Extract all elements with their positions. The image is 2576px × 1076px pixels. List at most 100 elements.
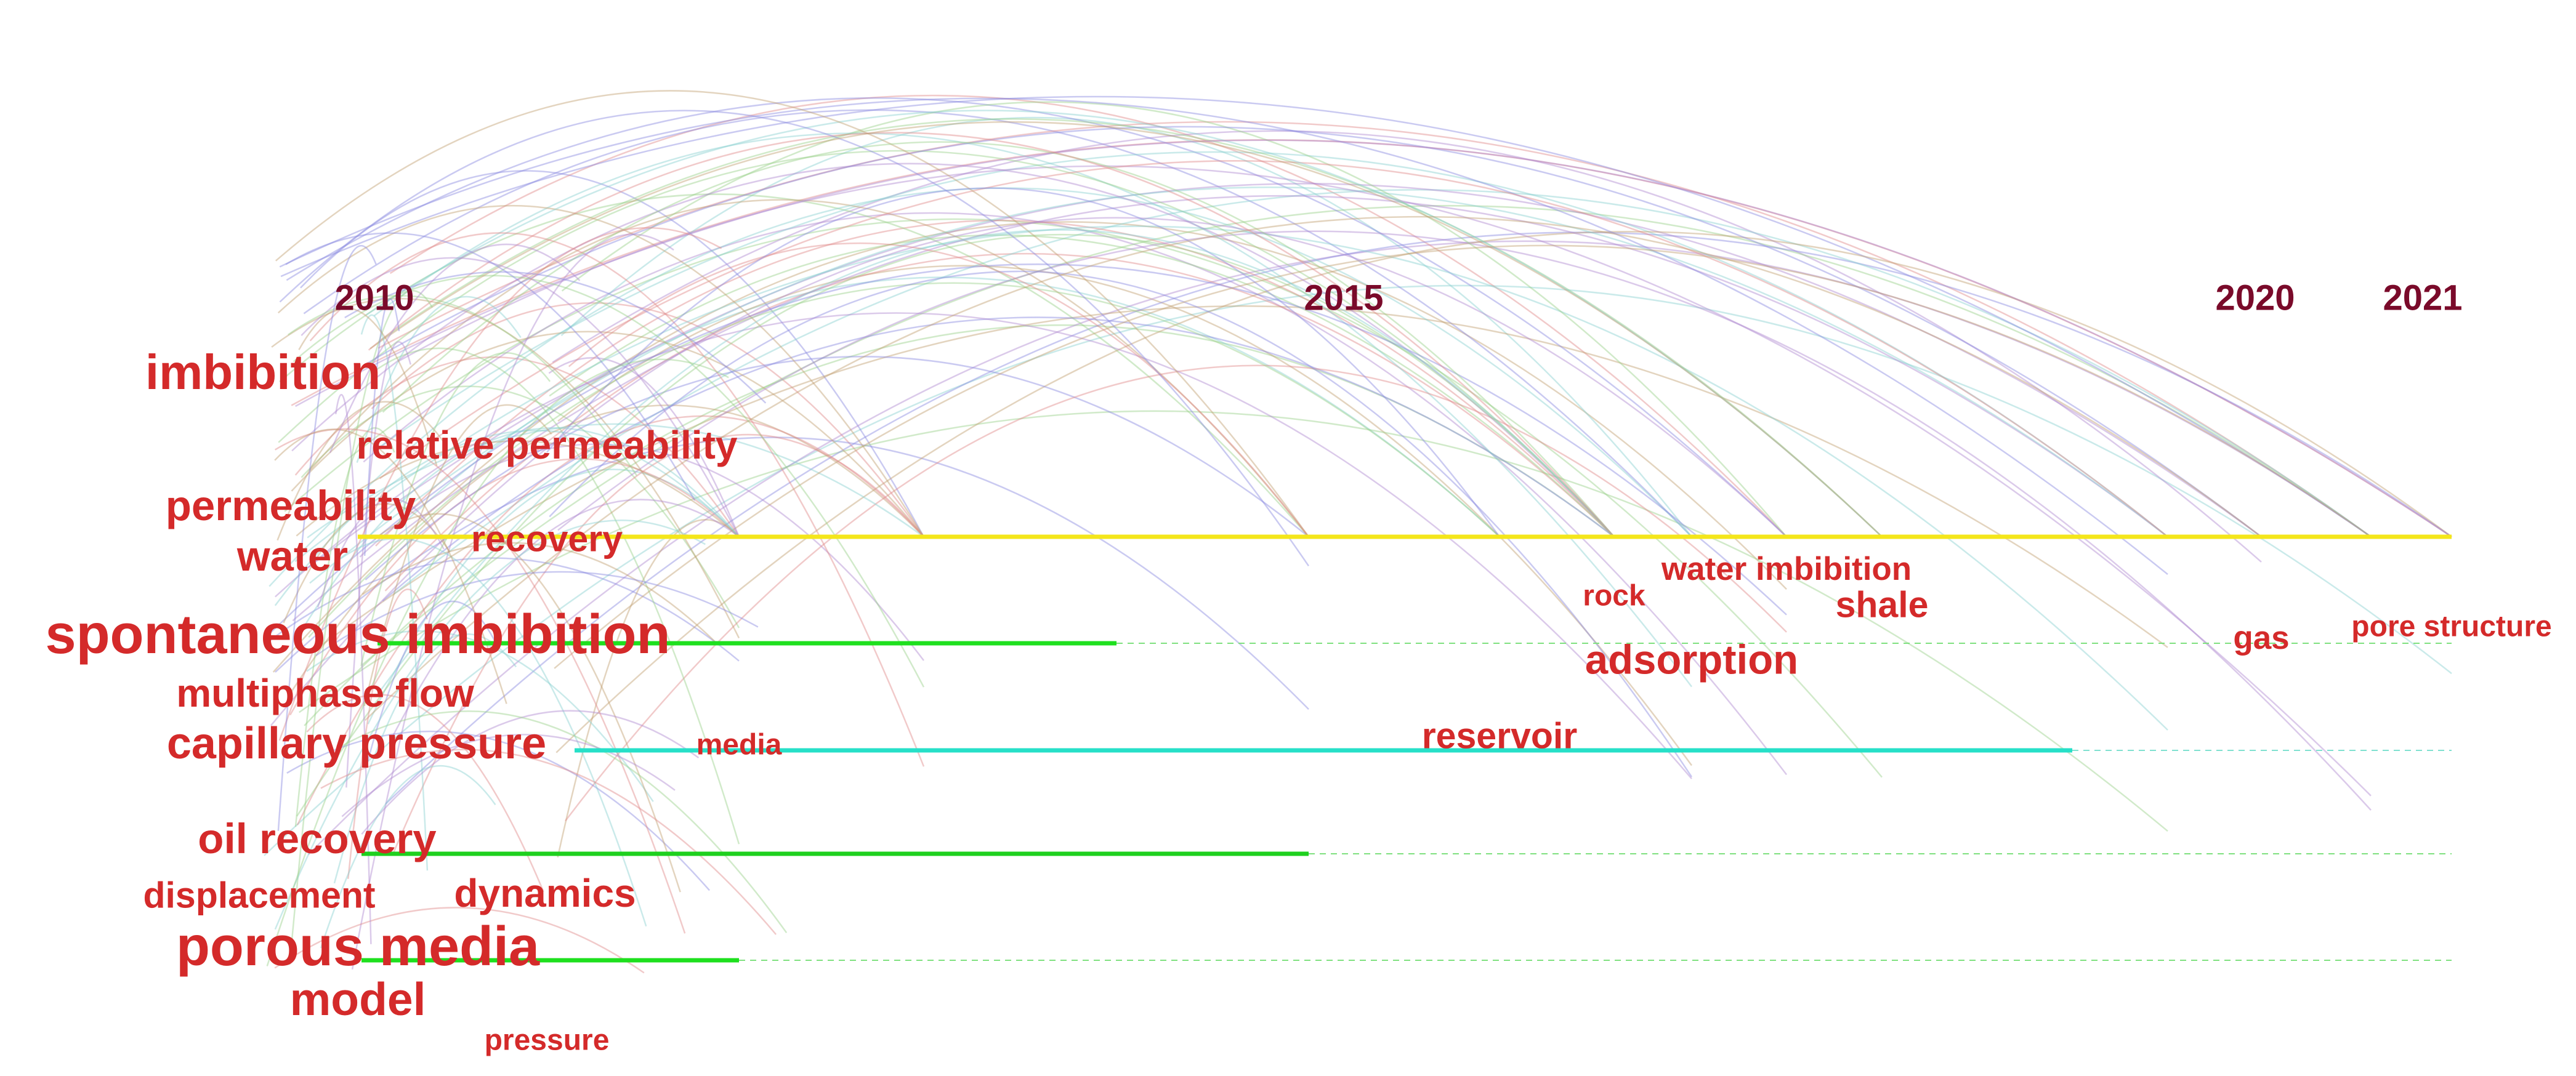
link-arc xyxy=(295,139,2452,538)
link-arc xyxy=(334,394,372,944)
link-arc xyxy=(378,121,2372,538)
keyword-label: adsorption xyxy=(1585,637,1798,683)
link-arc xyxy=(382,316,1615,602)
link-arc xyxy=(560,116,1692,537)
link-arc xyxy=(548,357,740,537)
link-arc xyxy=(275,90,1310,537)
link-arc xyxy=(334,537,647,927)
link-arc xyxy=(283,503,451,624)
link-arc xyxy=(284,218,1883,778)
link-arc xyxy=(298,307,438,466)
link-arc xyxy=(308,282,1500,638)
link-arc xyxy=(351,233,674,970)
link-arc xyxy=(568,242,1309,537)
link-arc xyxy=(344,271,767,404)
co-citation-links xyxy=(264,90,2452,974)
link-arc xyxy=(277,245,377,832)
link-arc xyxy=(561,101,1787,537)
link-arc xyxy=(285,232,696,501)
link-arc xyxy=(291,163,1615,537)
link-arc xyxy=(289,290,434,965)
keyword-label: relative permeability xyxy=(357,423,738,467)
link-arc xyxy=(294,225,2168,731)
link-arc xyxy=(565,364,1787,822)
link-arc xyxy=(371,302,925,537)
link-arc xyxy=(279,193,1309,537)
link-arc xyxy=(266,557,740,662)
link-arc xyxy=(275,312,1692,779)
link-arc xyxy=(381,118,1883,537)
link-arc xyxy=(275,436,1309,710)
link-arc xyxy=(373,132,1692,688)
link-arc xyxy=(301,385,740,628)
link-arc xyxy=(300,170,925,537)
link-arc xyxy=(307,240,2372,856)
cluster-lines xyxy=(358,534,2452,963)
link-arc xyxy=(367,468,740,725)
link-arc xyxy=(307,183,2262,569)
link-arc xyxy=(392,433,924,854)
link-arc xyxy=(309,186,2168,584)
link-arc xyxy=(379,151,2168,537)
keyword-label: recovery xyxy=(471,519,623,560)
link-arc xyxy=(552,130,2262,563)
link-arc xyxy=(264,284,2452,856)
link-arc xyxy=(365,356,1309,580)
link-arc xyxy=(366,110,1883,537)
link-arc xyxy=(294,427,395,827)
keyword-label: permeability xyxy=(166,482,416,529)
link-arc xyxy=(359,443,924,661)
keyword-label: media xyxy=(696,729,782,761)
link-arc xyxy=(299,410,2168,832)
link-arc xyxy=(379,229,1615,693)
link-arc xyxy=(274,428,507,704)
link-arc xyxy=(296,415,924,825)
link-arc xyxy=(365,600,496,767)
link-arc xyxy=(309,232,925,767)
keyword-label: model xyxy=(290,973,426,1025)
link-arc xyxy=(291,139,2452,538)
link-arc xyxy=(286,730,711,891)
link-arc xyxy=(363,404,552,707)
link-arc xyxy=(546,187,1501,537)
link-arc xyxy=(301,427,740,630)
link-arc xyxy=(361,542,716,643)
link-arc xyxy=(389,95,1787,537)
link-arc xyxy=(549,234,1615,537)
link-arc xyxy=(292,195,2168,622)
labels: 2010 2015 2020 2021 imbibition relative perme… xyxy=(46,278,2552,1056)
year-label: 2021 xyxy=(2383,278,2462,318)
link-arc xyxy=(271,298,740,639)
keyword-label: gas xyxy=(2233,620,2289,656)
link-arc xyxy=(293,275,925,688)
year-label: 2010 xyxy=(334,278,414,318)
link-arc xyxy=(320,765,496,949)
link-arc xyxy=(369,121,1883,537)
link-arc xyxy=(374,513,681,893)
year-label: 2020 xyxy=(2215,278,2295,318)
link-arc xyxy=(268,263,1787,635)
link-arc xyxy=(366,126,2262,537)
link-arc xyxy=(304,324,1615,726)
link-arc xyxy=(266,358,729,966)
link-arc xyxy=(363,298,400,556)
link-arc xyxy=(307,423,924,539)
link-arc xyxy=(341,734,676,817)
link-arc xyxy=(280,95,2372,538)
link-arc xyxy=(277,204,925,537)
link-arc xyxy=(375,219,1615,547)
link-arc xyxy=(384,252,1615,592)
link-arc xyxy=(554,244,2372,669)
keyword-label: reservoir xyxy=(1422,716,1578,757)
keyword-label: pore structure xyxy=(2351,611,2551,643)
link-arc xyxy=(329,243,581,454)
link-arc xyxy=(291,331,924,537)
link-arc xyxy=(557,230,2372,811)
link-arc xyxy=(382,141,1615,537)
keyword-label: spontaneous imbibition xyxy=(46,604,671,665)
link-arc xyxy=(347,588,428,879)
link-arc xyxy=(274,428,686,934)
link-arc xyxy=(397,165,2372,797)
